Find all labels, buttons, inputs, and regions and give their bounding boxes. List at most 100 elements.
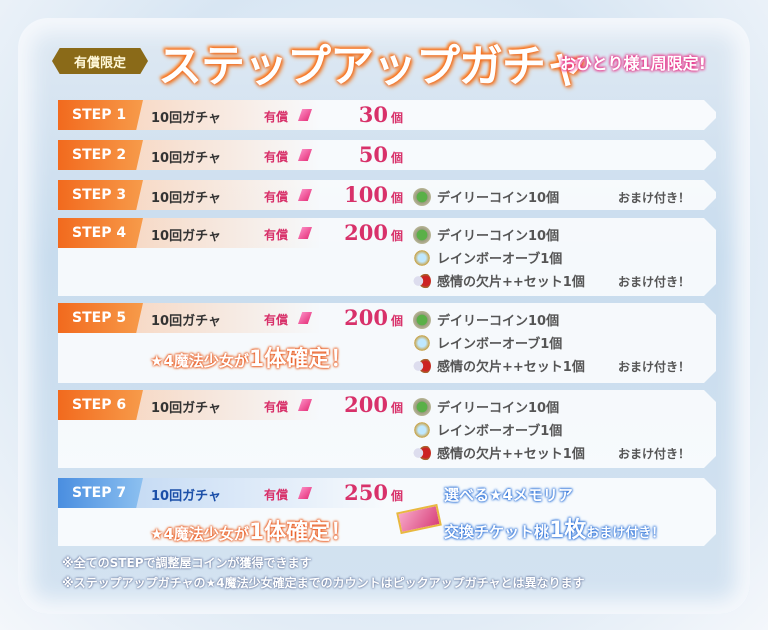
bonus-item: デイリーコイン10個: [413, 185, 559, 208]
gem-unit: 個: [391, 401, 404, 415]
bonus-list: デイリーコイン10個 レインボーオーブ1個感情の欠片++セット1個: [413, 308, 585, 377]
emotion-fragment-icon: [413, 357, 431, 375]
gacha-type: 10回ガチャ: [151, 191, 221, 206]
memoria-bonus-line1: 選べる★4メモリア: [444, 486, 573, 504]
memoria-bonus-line2: 交換チケット桃1枚おまけ付き！: [444, 518, 665, 543]
paid-gem-icon: [298, 487, 312, 499]
step-row-7: STEP 7 10回ガチャ 有償 250 個 ★4魔法少女が1体確定！ 選べる★4…: [58, 478, 716, 546]
gem-unit: 個: [391, 191, 404, 205]
daily-coin-icon: [413, 398, 431, 416]
gacha-type: 10回ガチャ: [151, 229, 221, 244]
gem-amount: 50: [358, 142, 388, 167]
bonus-item: デイリーコイン10個: [413, 223, 585, 246]
step-row-6: STEP 6 10回ガチャ 有償 200 個デイリーコイン10個 レインボーオーブ…: [58, 390, 716, 468]
bonus-suffix: おまけ付き！: [618, 360, 691, 374]
daily-coin-icon: [413, 311, 431, 329]
gem-unit: 個: [391, 151, 404, 165]
gacha-type: 10回ガチャ: [151, 489, 221, 504]
bonus-item: 感情の欠片++セット1個: [413, 441, 585, 464]
step-label: STEP 2: [58, 140, 143, 170]
bonus-list: デイリーコイン10個 レインボーオーブ1個感情の欠片++セット1個: [413, 395, 585, 464]
bonus-suffix: おまけ付き！: [618, 191, 691, 205]
bonus-item: デイリーコイン10個: [413, 308, 585, 331]
bonus-text: デイリーコイン10個: [437, 191, 560, 206]
step-header-bar: [58, 100, 716, 130]
paid-label: 有償: [264, 488, 289, 502]
step-row-1: STEP 1 10回ガチャ 有償 30 個: [58, 100, 716, 130]
gem-unit: 個: [391, 111, 404, 125]
guarantee-text: ★4魔法少女が1体確定！: [150, 347, 353, 372]
guarantee-text: ★4魔法少女が1体確定！: [150, 520, 353, 545]
paid-gem-icon: [298, 399, 312, 411]
bonus-item: デイリーコイン10個: [413, 395, 585, 418]
once-per-user-label: おひとり様1周限定!: [560, 54, 706, 73]
memoria-ticket-icon: [396, 504, 442, 534]
gem-amount: 30: [358, 102, 388, 127]
paid-gem-icon: [298, 227, 312, 239]
emotion-fragment-icon: [413, 272, 431, 290]
gem-amount: 200: [344, 220, 388, 245]
emotion-fragment-icon: [413, 444, 431, 462]
bonus-item: 感情の欠片++セット1個: [413, 354, 585, 377]
gem-amount: 100: [344, 182, 388, 207]
daily-coin-icon: [413, 188, 431, 206]
gacha-type: 10回ガチャ: [151, 401, 221, 416]
gem-unit: 個: [391, 489, 404, 503]
rainbow-orb-icon: [413, 334, 431, 352]
gacha-type: 10回ガチャ: [151, 151, 221, 166]
step-label: STEP 6: [58, 390, 143, 420]
bonus-text: デイリーコイン10個: [437, 229, 560, 244]
bonus-suffix: おまけ付き！: [618, 447, 691, 461]
step-header-bar: [58, 180, 716, 210]
step-label: STEP 7: [58, 478, 143, 508]
paid-label: 有償: [264, 313, 289, 327]
bonus-text: 感情の欠片++セット1個: [437, 360, 585, 375]
paid-gem-icon: [298, 149, 312, 161]
gem-amount: 200: [344, 305, 388, 330]
step-header-bar: [58, 478, 716, 508]
paid-limited-badge: 有償限定: [52, 48, 148, 74]
step-header-bar: [58, 140, 716, 170]
step-label: STEP 5: [58, 303, 143, 333]
page-title: ステップアップガチャ: [158, 41, 589, 92]
gem-amount: 250: [344, 480, 388, 505]
step-label: STEP 1: [58, 100, 143, 130]
bonus-item: レインボーオーブ1個: [413, 246, 585, 269]
gem-amount: 200: [344, 392, 388, 417]
bonus-text: 感情の欠片++セット1個: [437, 275, 585, 290]
step-row-3: STEP 3 10回ガチャ 有償 100 個 デイリーコイン10個 おまけ付き！: [58, 180, 716, 210]
bonus-list: デイリーコイン10個 レインボーオーブ1個感情の欠片++セット1個: [413, 223, 585, 292]
paid-label: 有償: [264, 190, 289, 204]
note-1: ※全てのSTEPで調整屋コインが獲得できます: [62, 556, 312, 570]
bonus-suffix: おまけ付き！: [618, 275, 691, 289]
step-row-4: STEP 4 10回ガチャ 有償 200 個デイリーコイン10個 レインボーオーブ…: [58, 218, 716, 296]
daily-coin-icon: [413, 226, 431, 244]
step-header-bar: [58, 390, 716, 420]
step-header-bar: [58, 303, 716, 333]
paid-label: 有償: [264, 228, 289, 242]
bonus-text: レインボーオーブ1個: [437, 337, 563, 352]
gacha-type: 10回ガチャ: [151, 314, 221, 329]
paid-label: 有償: [264, 150, 289, 164]
rainbow-orb-icon: [413, 421, 431, 439]
bonus-text: レインボーオーブ1個: [437, 424, 563, 439]
bonus-item: レインボーオーブ1個: [413, 331, 585, 354]
bonus-text: デイリーコイン10個: [437, 314, 560, 329]
bonus-text: 感情の欠片++セット1個: [437, 447, 585, 462]
gacha-type: 10回ガチャ: [151, 111, 221, 126]
step-label: STEP 3: [58, 180, 143, 210]
bonus-text: レインボーオーブ1個: [437, 252, 563, 267]
step-header-bar: [58, 218, 716, 248]
gem-unit: 個: [391, 229, 404, 243]
step-row-2: STEP 2 10回ガチャ 有償 50 個: [58, 140, 716, 170]
paid-label: 有償: [264, 400, 289, 414]
bonus-list: デイリーコイン10個: [413, 185, 559, 208]
step-row-5: STEP 5 10回ガチャ 有償 200 個デイリーコイン10個 レインボーオーブ…: [58, 303, 716, 383]
paid-gem-icon: [298, 109, 312, 121]
step-label: STEP 4: [58, 218, 143, 248]
paid-label: 有償: [264, 110, 289, 124]
bonus-text: デイリーコイン10個: [437, 401, 560, 416]
bonus-item: 感情の欠片++セット1個: [413, 269, 585, 292]
bonus-item: レインボーオーブ1個: [413, 418, 585, 441]
gem-unit: 個: [391, 314, 404, 328]
